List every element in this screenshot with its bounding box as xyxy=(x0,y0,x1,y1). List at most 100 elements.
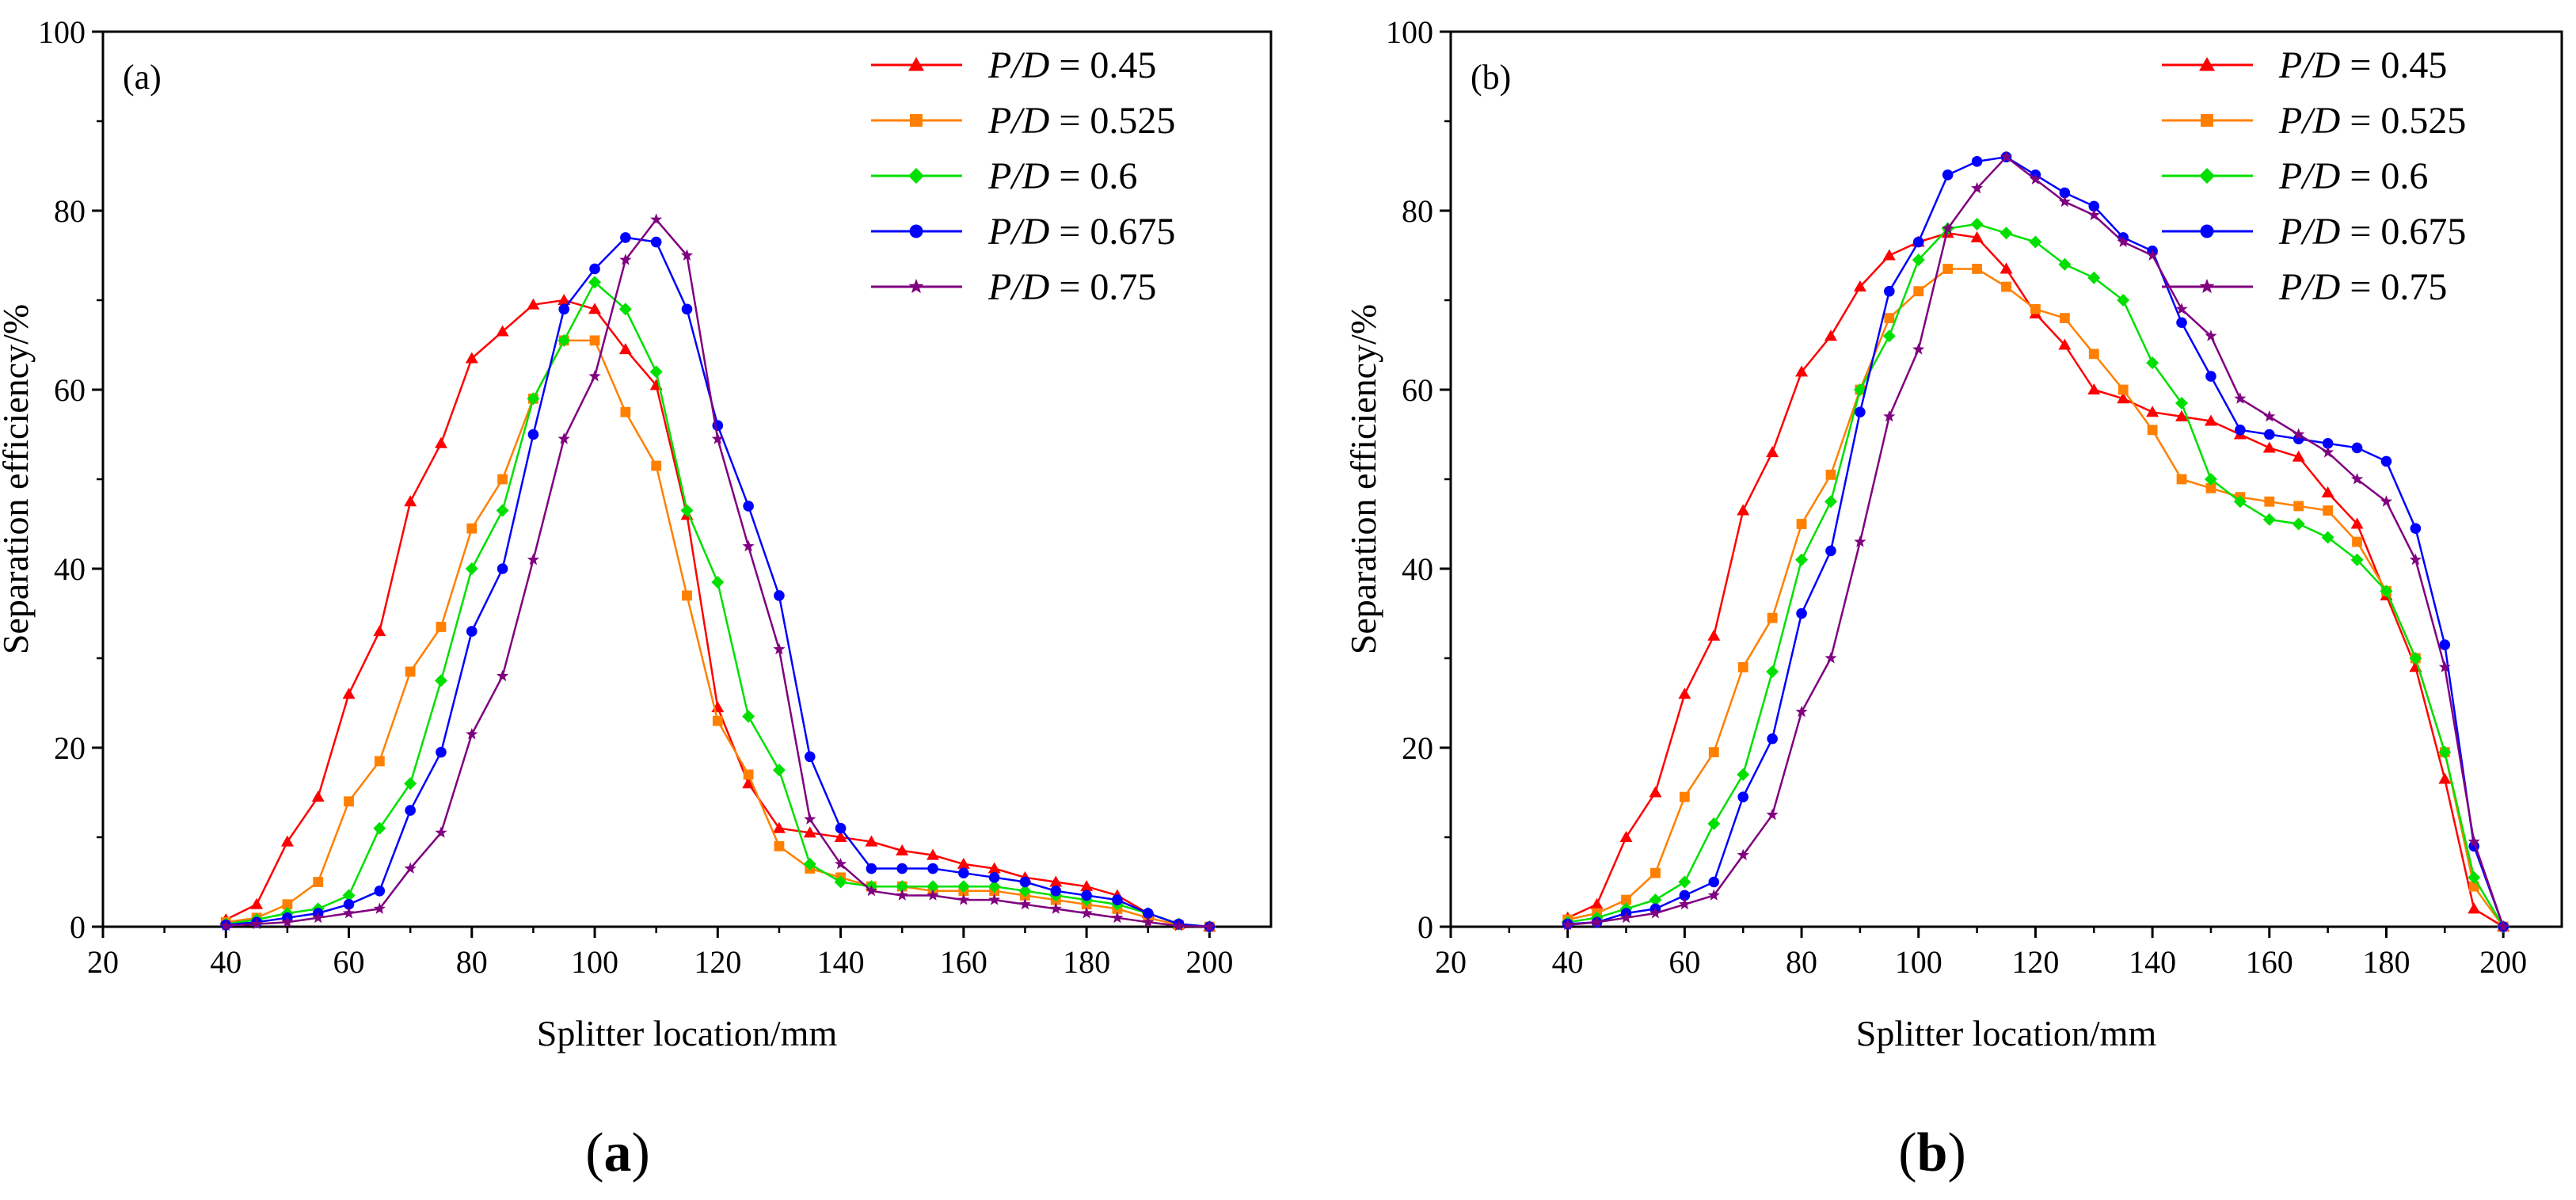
x-tick-label: 40 xyxy=(1552,944,1584,980)
panel-caption: (a) xyxy=(585,1122,650,1183)
data-point xyxy=(1591,916,1604,928)
data-point xyxy=(2468,902,2481,914)
data-point xyxy=(1080,880,1094,892)
data-point xyxy=(497,474,508,485)
data-point xyxy=(712,715,723,726)
data-point xyxy=(1562,918,1574,931)
data-point xyxy=(1912,343,1925,355)
data-point xyxy=(2030,303,2041,314)
data-point xyxy=(1678,875,1691,889)
data-point xyxy=(527,392,540,406)
data-point xyxy=(1081,890,1092,901)
data-point xyxy=(1142,908,1154,919)
data-point xyxy=(1767,733,1778,745)
data-point xyxy=(803,857,816,870)
data-point xyxy=(2350,517,2364,529)
x-tick-label: 140 xyxy=(2129,944,2176,980)
data-point xyxy=(865,835,878,847)
data-point xyxy=(682,590,692,601)
data-point xyxy=(588,276,602,289)
y-tick-label: 80 xyxy=(1402,193,1433,229)
x-tick-label: 200 xyxy=(1185,944,1233,980)
data-point xyxy=(2264,496,2275,507)
data-point xyxy=(835,822,847,834)
data-point xyxy=(434,436,447,448)
data-point xyxy=(497,669,509,682)
data-point xyxy=(1884,313,1895,323)
data-point xyxy=(2293,428,2305,440)
data-point xyxy=(342,889,356,902)
data-point xyxy=(896,844,909,855)
data-point xyxy=(2263,429,2275,440)
panel-label: (b) xyxy=(1471,58,1511,97)
data-point xyxy=(2438,661,2451,672)
legend-value: = 0.6 xyxy=(1049,155,1137,197)
data-point xyxy=(2233,495,2247,509)
legend-value: = 0.45 xyxy=(1049,44,1156,86)
data-point xyxy=(2497,920,2509,932)
x-tick-label: 60 xyxy=(1669,944,1700,980)
data-point xyxy=(927,863,938,874)
data-point xyxy=(2117,235,2129,247)
data-point xyxy=(558,303,570,315)
data-point xyxy=(1853,383,1866,396)
legend-entry: P/D = 0.675 xyxy=(987,211,1175,253)
data-point xyxy=(2438,772,2452,784)
data-point xyxy=(1766,665,1779,678)
data-point xyxy=(2235,425,2246,436)
data-point xyxy=(466,523,478,534)
data-point xyxy=(2117,384,2129,395)
data-point xyxy=(527,429,539,440)
data-point xyxy=(1795,365,1809,377)
y-tick-label: 20 xyxy=(54,730,86,766)
data-point xyxy=(404,862,417,874)
data-point xyxy=(1942,222,1954,234)
data-point xyxy=(896,889,908,901)
data-point xyxy=(2409,652,2422,665)
data-point xyxy=(2204,414,2217,426)
data-point xyxy=(2058,338,2072,350)
data-point xyxy=(1049,875,1063,887)
data-point xyxy=(1708,876,1720,888)
legend-entry: P/D = 0.675 xyxy=(2278,211,2466,253)
data-point xyxy=(404,777,417,790)
data-point xyxy=(312,911,325,924)
data-point xyxy=(405,805,416,816)
x-tick-label: 180 xyxy=(1063,944,1110,980)
data-point xyxy=(2293,501,2304,512)
data-point xyxy=(2323,505,2334,516)
data-point xyxy=(2088,200,2100,212)
data-point xyxy=(2321,531,2334,544)
y-tick-label: 20 xyxy=(1402,730,1433,766)
data-point xyxy=(343,898,355,910)
data-point xyxy=(282,899,293,910)
data-point xyxy=(772,764,786,777)
legend-variable: P/D xyxy=(987,211,1049,253)
data-point xyxy=(496,325,509,337)
data-point xyxy=(2058,257,2072,271)
data-point xyxy=(2350,553,2364,566)
x-tick-label: 160 xyxy=(2246,944,2293,980)
data-point xyxy=(866,863,877,874)
x-tick-label: 180 xyxy=(2362,944,2410,980)
data-point xyxy=(1142,916,1155,928)
data-point xyxy=(2087,208,2100,221)
data-point xyxy=(2205,482,2216,493)
data-point xyxy=(1018,897,1032,910)
data-point xyxy=(649,365,663,379)
data-point xyxy=(1882,249,1896,261)
x-axis-title: Splitter location/mm xyxy=(1856,1013,2157,1053)
legend-variable: P/D xyxy=(987,100,1049,142)
data-point xyxy=(436,622,447,632)
caption-letter: a xyxy=(604,1122,632,1183)
series-line-3 xyxy=(226,281,1210,928)
data-point xyxy=(1619,911,1633,924)
data-point xyxy=(2000,262,2013,274)
data-point xyxy=(1679,890,1691,901)
legend-marker xyxy=(2199,279,2215,294)
data-point xyxy=(2352,536,2362,547)
data-point xyxy=(2468,870,2481,884)
data-point xyxy=(2059,313,2070,323)
series-line-5 xyxy=(226,219,1210,928)
legend-value: = 0.75 xyxy=(1049,266,1156,308)
